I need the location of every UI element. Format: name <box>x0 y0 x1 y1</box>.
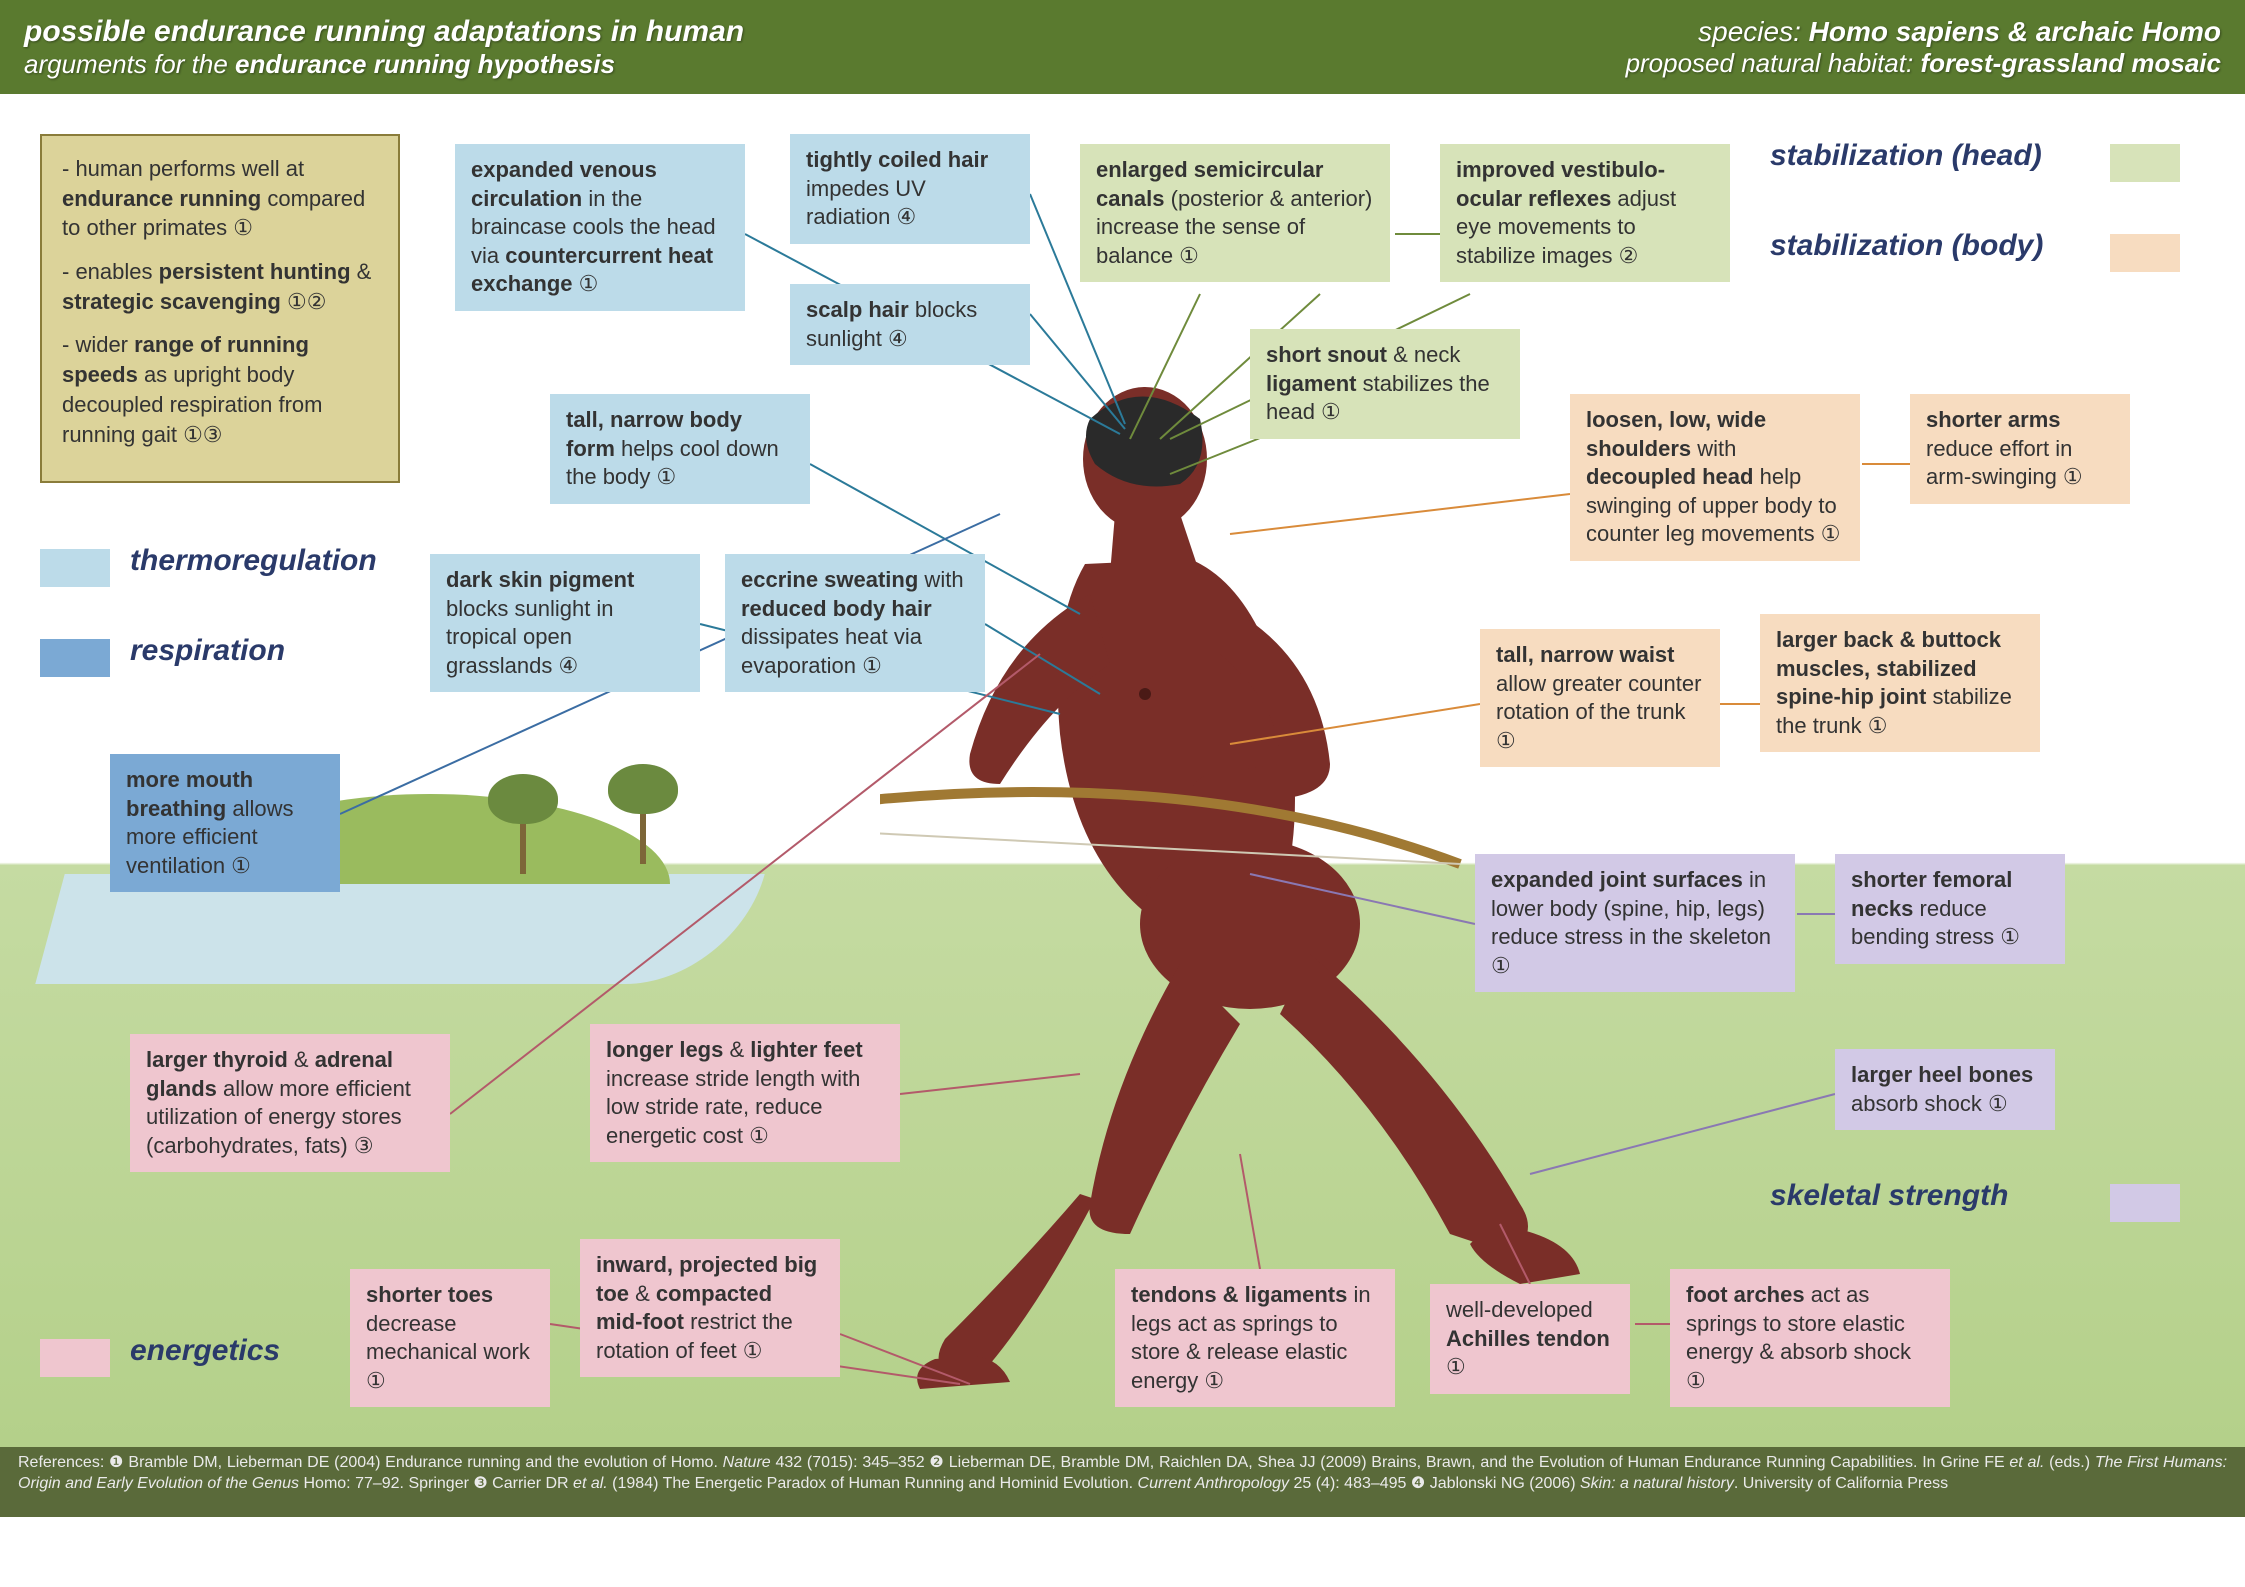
header-right: species: Homo sapiens & archaic Homo pro… <box>1626 8 2221 86</box>
annotation-back-buttock: larger back & buttock muscles, stabilize… <box>1760 614 2040 752</box>
header-bar: possible endurance running adaptations i… <box>0 0 2245 94</box>
swatch-stab-head <box>2110 144 2180 182</box>
title-main: possible endurance running adaptations i… <box>24 15 744 49</box>
annotation-bigtoe: inward, projected big toe & compacted mi… <box>580 1239 840 1377</box>
annotation-mouth-breath: more mouth breathing allows more efficie… <box>110 754 340 892</box>
annotation-femoral: shorter femoral necks reduce bending str… <box>1835 854 2065 964</box>
annotation-scalp-hair: scalp hair blocks sunlight ④ <box>790 284 1030 365</box>
annotation-snout: short snout & neck ligament stabilizes t… <box>1250 329 1520 439</box>
habitat-line: proposed natural habitat: forest-grassla… <box>1626 48 2221 79</box>
intro-p2: - enables persistent hunting & strategic… <box>62 257 378 316</box>
intro-summary-box: - human performs well at endurance runni… <box>40 134 400 483</box>
annotation-eccrine: eccrine sweating with reduced body hair … <box>725 554 985 692</box>
title-sub: arguments for the endurance running hypo… <box>24 49 744 80</box>
annotation-tendons: tendons & ligaments in legs act as sprin… <box>1115 1269 1395 1407</box>
infographic-canvas: - human performs well at endurance runni… <box>0 94 2245 1517</box>
annotation-venous: expanded venous circulation in the brain… <box>455 144 745 311</box>
references-footer: References: ❶ Bramble DM, Lieberman DE (… <box>0 1447 2245 1517</box>
annotation-legs: longer legs & lighter feet increase stri… <box>590 1024 900 1162</box>
tree-icon <box>640 804 646 864</box>
swatch-stab-body <box>2110 234 2180 272</box>
annotation-toes: shorter toes decrease mechanical work ① <box>350 1269 550 1407</box>
legend-respiration: respiration <box>130 634 285 668</box>
annotation-thyroid: larger thyroid & adrenal glands allow mo… <box>130 1034 450 1172</box>
swatch-skeletal <box>2110 1184 2180 1222</box>
intro-p1: - human performs well at endurance runni… <box>62 154 378 243</box>
annotation-waist: tall, narrow waist allow greater counter… <box>1480 629 1720 767</box>
legend-stab-head: stabilization (head) <box>1770 139 2042 173</box>
annotation-shoulders: loosen, low, wide shoulders with decoupl… <box>1570 394 1860 561</box>
species-line: species: Homo sapiens & archaic Homo <box>1626 16 2221 48</box>
annotation-joint-surf: expanded joint surfaces in lower body (s… <box>1475 854 1795 992</box>
annotation-heel: larger heel bones absorb shock ① <box>1835 1049 2055 1130</box>
annotation-dark-skin: dark skin pigment blocks sunlight in tro… <box>430 554 700 692</box>
annotation-arches: foot arches act as springs to store elas… <box>1670 1269 1950 1407</box>
swatch-thermo <box>40 549 110 587</box>
annotation-achilles: well-developed Achilles tendon ① <box>1430 1284 1630 1394</box>
header-left: possible endurance running adaptations i… <box>24 8 744 86</box>
swatch-energetics <box>40 1339 110 1377</box>
annotation-coiled-hair: tightly coiled hair impedes UV radiation… <box>790 134 1030 244</box>
annotation-semicircular: enlarged semicircular canals (posterior … <box>1080 144 1390 282</box>
tree-icon <box>520 814 526 874</box>
annotation-body-form: tall, narrow body form helps cool down t… <box>550 394 810 504</box>
legend-skeletal: skeletal strength <box>1770 1179 2008 1213</box>
annotation-vestibulo: improved vestibulo-ocular reflexes adjus… <box>1440 144 1730 282</box>
legend-stab-body: stabilization (body) <box>1770 229 2043 263</box>
swatch-respiration <box>40 639 110 677</box>
annotation-arms: shorter arms reduce effort in arm-swingi… <box>1910 394 2130 504</box>
intro-p3: - wider range of running speeds as uprig… <box>62 330 378 449</box>
legend-thermo: thermoregulation <box>130 544 377 578</box>
legend-energetics: energetics <box>130 1334 280 1368</box>
